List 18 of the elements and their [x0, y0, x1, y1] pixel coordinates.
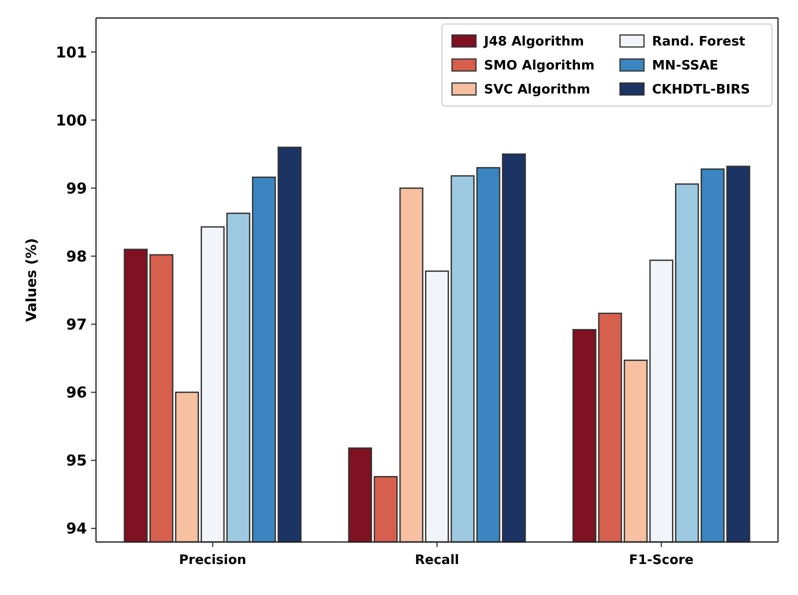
legend-label: SMO Algorithm [484, 58, 595, 74]
y-tick-label: 95 [66, 452, 87, 470]
legend-label: CKHDTL-BIRS [652, 82, 750, 98]
legend-label: SVC Algorithm [484, 82, 590, 98]
y-tick-label: 99 [66, 179, 87, 198]
y-tick-label: 96 [66, 384, 87, 402]
legend-label: J48 Algorithm [483, 34, 584, 50]
y-tick-label: 100 [56, 111, 87, 130]
legend-label: MN-SSAE [652, 58, 718, 74]
y-tick-label: 97 [66, 315, 87, 334]
x-tick-label: F1-Score [629, 553, 694, 568]
x-tick-label: Precision [179, 553, 246, 568]
y-tick-label: 94 [66, 520, 87, 538]
y-axis-title: Values (%) [24, 238, 40, 322]
y-tick-label: 98 [66, 247, 87, 266]
legend-label: Rand. Forest [652, 34, 746, 50]
x-tick-label: Recall [414, 553, 460, 568]
y-tick-label: 101 [56, 43, 87, 62]
